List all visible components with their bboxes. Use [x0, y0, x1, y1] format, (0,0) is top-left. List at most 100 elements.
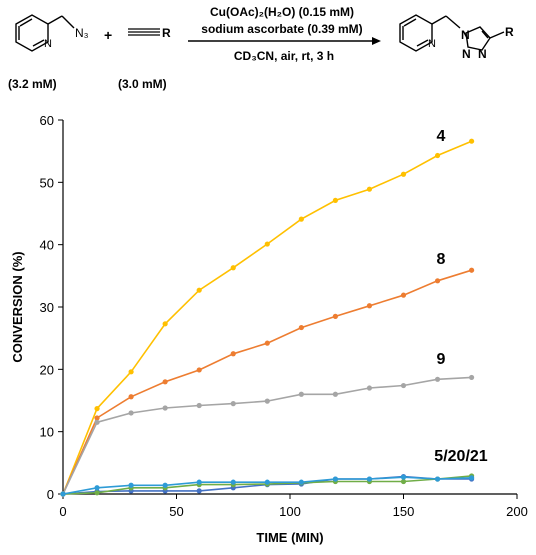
- series-6: [60, 474, 475, 497]
- reagent-line-2: sodium ascorbate (0.39 mM): [201, 22, 362, 36]
- data-point: [400, 292, 407, 298]
- data-point: [196, 479, 202, 485]
- conditions-line: CD₃CN, air, rt, 3 h: [234, 49, 334, 63]
- data-point: [94, 419, 100, 425]
- data-point: [94, 406, 100, 412]
- data-point: [196, 287, 202, 293]
- data-point: [196, 488, 202, 494]
- triazole-n3: N: [462, 47, 471, 61]
- data-point: [366, 186, 373, 192]
- data-point: [94, 485, 100, 491]
- data-point: [128, 369, 134, 375]
- azide-structure: [15, 14, 75, 52]
- series-line: [62, 269, 472, 495]
- data-point: [469, 267, 475, 273]
- azide-label: N₃: [75, 26, 89, 40]
- data-point: [264, 398, 270, 404]
- data-point: [298, 479, 304, 485]
- reaction-arrow: [188, 37, 381, 45]
- data-point: [400, 474, 407, 480]
- annotation-4: 4: [437, 128, 446, 145]
- y-tick-labels: 0 10 20 30 40 50 60: [40, 113, 63, 502]
- series-2: [60, 267, 475, 497]
- y-tick-label: 20: [40, 362, 54, 377]
- data-point: [332, 197, 338, 204]
- data-point: [128, 394, 134, 400]
- data-point: [366, 303, 373, 309]
- reagent-line-1: Cu(OAc)₂(H₂O) (0.15 mM): [210, 5, 354, 19]
- product-pyridine-ring: [399, 14, 433, 52]
- data-point: [196, 367, 202, 373]
- triazole-n1: N: [461, 28, 470, 42]
- chart-axes: [62, 120, 517, 495]
- methylene-bond: [47, 15, 63, 25]
- data-point: [230, 265, 236, 271]
- data-point: [434, 476, 441, 482]
- data-point: [434, 152, 441, 159]
- data-point: [128, 410, 134, 416]
- data-point: [264, 479, 270, 485]
- x-tick-label: 100: [279, 504, 301, 519]
- data-point: [434, 278, 441, 284]
- x-tick-label: 0: [59, 504, 66, 519]
- alkyne-r-label: R: [162, 26, 171, 40]
- annotation-8: 8: [437, 251, 446, 268]
- y-tick-label: 40: [40, 238, 54, 253]
- data-point: [400, 171, 407, 177]
- data-point: [60, 491, 66, 497]
- annotation-5-20-21: 5/20/21: [434, 448, 487, 465]
- x-tick-label: 200: [506, 504, 528, 519]
- data-point: [366, 385, 373, 391]
- x-tick-label: 150: [393, 504, 415, 519]
- y-axis-label: CONVERSION (%): [10, 251, 25, 362]
- data-point: [162, 482, 168, 488]
- series-3: [60, 374, 475, 497]
- series-layer: [60, 138, 475, 497]
- data-point: [469, 475, 475, 481]
- data-point: [162, 379, 168, 385]
- plus-sign: +: [104, 27, 112, 43]
- data-point: [162, 321, 168, 327]
- data-point: [128, 482, 134, 488]
- data-point: [332, 313, 338, 319]
- data-point: [162, 405, 168, 411]
- conversion-chart: 0 10 20 30 40 50 60 0 50 100 150 200 CONVERSION (%…: [10, 113, 528, 545]
- data-point: [230, 351, 236, 357]
- x-axis-label: TIME (MIN): [256, 530, 323, 545]
- data-point: [196, 402, 202, 409]
- y-tick-label: 50: [40, 175, 54, 190]
- product-structure: [399, 14, 505, 52]
- data-point: [230, 401, 236, 407]
- data-point: [230, 479, 236, 485]
- data-point: [332, 476, 338, 482]
- triazole-ring: [465, 26, 491, 51]
- product-pyridine-n: N: [428, 38, 436, 50]
- data-point: [469, 374, 475, 381]
- data-point: [400, 382, 407, 389]
- alkyne-structure: [128, 28, 160, 36]
- x-tick-label: 50: [169, 504, 183, 519]
- pyridine-n-label: N: [44, 38, 52, 50]
- data-point: [264, 241, 270, 247]
- data-point: [434, 376, 441, 382]
- pyridine-ring: [15, 14, 49, 52]
- annotation-9: 9: [437, 351, 446, 368]
- data-point: [94, 415, 100, 421]
- data-point: [366, 476, 373, 482]
- azide-concentration: (3.2 mM): [8, 77, 57, 91]
- series-1: [60, 138, 475, 497]
- reaction-scheme: N N₃ (3.2 mM) + R (3.0 mM) Cu(OAc)₂(H₂O)…: [8, 5, 514, 91]
- data-point: [264, 340, 270, 346]
- data-point: [332, 391, 338, 397]
- x-tick-labels: 0 50 100 150 200: [59, 494, 528, 519]
- data-point: [298, 324, 304, 331]
- y-tick-label: 10: [40, 425, 54, 440]
- data-point: [400, 478, 407, 485]
- y-tick-label: 0: [47, 487, 54, 502]
- triazole-n2: N: [478, 47, 487, 61]
- data-point: [94, 490, 100, 496]
- y-tick-label: 30: [40, 300, 54, 315]
- data-point: [469, 138, 475, 144]
